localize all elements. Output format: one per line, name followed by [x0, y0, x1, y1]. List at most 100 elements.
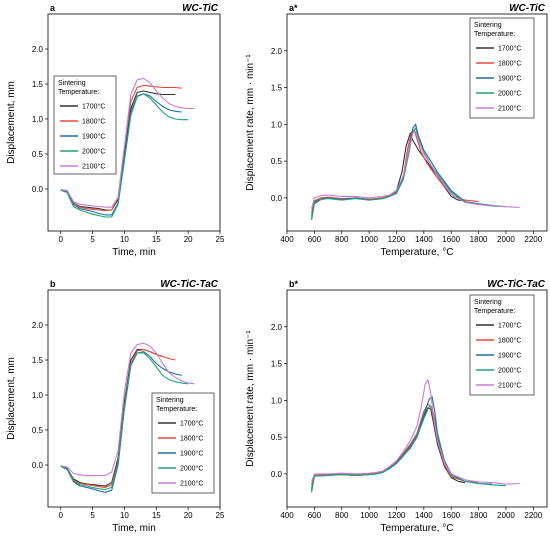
- legend-entry: 1700°C: [180, 420, 203, 428]
- y-tick-label: 2.0: [271, 323, 283, 332]
- x-axis-label: Temperature, °C: [381, 247, 454, 258]
- legend: Sintering Temperature: 1700°C 1800°C 1900°C 2…: [151, 392, 215, 494]
- x-tick-label: 600: [308, 235, 322, 244]
- legend-entry: 2000°C: [498, 367, 521, 375]
- legend-title-line: Temperature:: [474, 308, 515, 315]
- x-tick-label: 1800: [470, 511, 488, 520]
- x-tick-label: 1200: [388, 511, 406, 520]
- y-tick-label: 0.5: [271, 433, 283, 442]
- legend: Sintering Temperature: 1700°C 1800°C 1900°C 2…: [469, 17, 535, 119]
- y-tick-label: 1.5: [32, 356, 44, 365]
- x-tick-label: 1200: [388, 235, 406, 244]
- panel-b-star: 400 600 800 1000 1200 1400 1600 1800 2000 2200 0.0…: [245, 279, 548, 534]
- x-tick-label: 2000: [497, 511, 515, 520]
- x-tick-label: 1000: [360, 235, 378, 244]
- x-tick-label: 1800: [470, 235, 488, 244]
- legend-entry: 2100°C: [498, 105, 521, 113]
- x-tick-label: 20: [184, 235, 193, 244]
- panel-letter: a*: [289, 3, 298, 13]
- series-line-1900C: [311, 396, 493, 493]
- panel-a: 0 5 10 15 20 25 0.0 0.5 1.0 1.5 2.0 Time, min Displa…: [6, 3, 225, 258]
- legend-title-line: Temperature:: [58, 89, 99, 96]
- y-tick-label: 1.0: [271, 120, 283, 129]
- series-line-2000C: [60, 352, 189, 491]
- y-axis-label: Displacement rate, mm · min⁻¹: [245, 54, 256, 191]
- series-line-1700C: [311, 132, 465, 217]
- plot-frame: [47, 13, 221, 232]
- series-line-2000C: [311, 405, 506, 491]
- legend-title: Sintering Temperature:: [474, 299, 515, 315]
- x-tick-label: 1400: [415, 235, 433, 244]
- legend-entry: 1900°C: [498, 75, 521, 83]
- y-tick-label: 0.0: [271, 194, 283, 203]
- series-line-2100C: [60, 342, 195, 477]
- legend-box: [469, 17, 535, 119]
- x-tick-label: 15: [152, 235, 161, 244]
- y-axis-label: Displacement rate, mm · min⁻¹: [245, 330, 256, 467]
- x-tick-label: 0: [59, 235, 64, 244]
- panel-title: WC-TiC-TaC: [487, 279, 546, 290]
- panel-letter: a: [50, 3, 56, 13]
- y-tick-label: 2.0: [271, 47, 283, 56]
- y-tick-label: 0.5: [32, 150, 44, 159]
- y-tick-label: 1.5: [271, 360, 283, 369]
- legend-title-line: Temperature:: [156, 406, 197, 413]
- plot-frame: [286, 289, 548, 508]
- x-tick-label: 10: [120, 511, 129, 520]
- x-tick-label: 800: [335, 511, 349, 520]
- x-tick-label: 1000: [360, 511, 378, 520]
- legend-entry: 2100°C: [180, 480, 203, 488]
- series-line-2100C: [311, 131, 520, 210]
- y-tick-label: 0.0: [32, 185, 44, 194]
- x-tick-label: 1600: [442, 511, 460, 520]
- x-tick-label: 20: [184, 511, 193, 520]
- legend-entry: 1700°C: [82, 103, 105, 111]
- y-tick-label: 1.0: [32, 391, 44, 400]
- y-tick-label: 2.0: [32, 45, 44, 54]
- legend-title-line: Sintering: [156, 397, 184, 404]
- legend-box: [469, 294, 535, 396]
- series-line-1700C: [60, 348, 163, 487]
- panel-a-star: 400 600 800 1000 1200 1400 1600 1800 2000 2200 0.0…: [245, 3, 548, 258]
- x-tick-label: 2000: [497, 235, 515, 244]
- y-tick-label: 1.5: [32, 80, 44, 89]
- x-tick-label: 25: [216, 235, 225, 244]
- legend-title: Sintering Temperature:: [156, 397, 197, 413]
- legend-entry: 2000°C: [180, 465, 203, 473]
- legend: Sintering Temperature: 1700°C 1800°C 1900°C 2…: [469, 294, 535, 396]
- legend-entry: 1900°C: [82, 133, 105, 141]
- legend-entry: 1800°C: [498, 337, 521, 345]
- series-line-2000C: [311, 127, 506, 219]
- legend-entry: 1800°C: [82, 118, 105, 126]
- plot-frame: [47, 289, 221, 508]
- legend: Sintering Temperature: 1700°C 1800°C 1900°C 2…: [53, 75, 117, 175]
- legend-entry: 1800°C: [180, 435, 203, 443]
- panel-title: WC-TiC: [182, 3, 219, 14]
- plot-frame: [286, 13, 548, 232]
- panel-title: WC-TiC-TaC: [160, 279, 219, 290]
- x-tick-label: 15: [152, 511, 161, 520]
- legend-entry: 1900°C: [180, 450, 203, 458]
- x-tick-label: 25: [216, 511, 225, 520]
- y-tick-label: 0.5: [271, 157, 283, 166]
- legend-title-line: Sintering: [474, 22, 502, 29]
- legend-entry: 1800°C: [498, 60, 521, 68]
- legend-entry: 2000°C: [498, 90, 521, 98]
- x-tick-label: 1400: [415, 511, 433, 520]
- series-line-2000C: [60, 93, 189, 218]
- y-tick-label: 0.0: [32, 461, 44, 470]
- y-tick-label: 0.5: [32, 426, 44, 435]
- legend-entry: 2000°C: [82, 148, 105, 156]
- y-tick-label: 2.0: [32, 321, 44, 330]
- series-line-1800C: [311, 403, 479, 486]
- x-tick-label: 2200: [524, 235, 542, 244]
- x-axis-label: Time, min: [112, 247, 156, 258]
- legend-entry: 2100°C: [82, 163, 105, 171]
- x-tick-label: 2200: [524, 511, 542, 520]
- panel-letter: b*: [289, 279, 298, 289]
- x-tick-label: 5: [90, 511, 95, 520]
- y-tick-label: 1.0: [32, 115, 44, 124]
- series-line-1800C: [311, 129, 479, 213]
- x-axis-label: Temperature, °C: [381, 523, 454, 534]
- legend-entry: 2100°C: [498, 382, 521, 390]
